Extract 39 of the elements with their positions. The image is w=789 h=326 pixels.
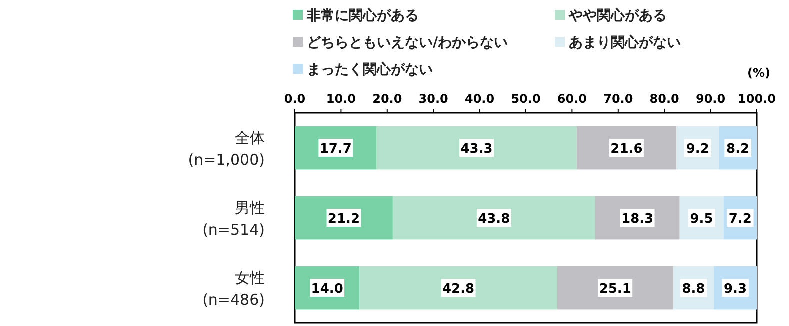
legend-label: まったく関心がない [307, 61, 433, 78]
x-tick-label: 70.0 [604, 92, 634, 106]
data-label: 9.2 [686, 142, 710, 157]
data-label: 7.2 [728, 212, 752, 227]
x-tick-label: 100.0 [738, 92, 776, 106]
data-label: 43.3 [460, 142, 493, 157]
legend-label: 非常に関心がある [306, 7, 419, 24]
legend-label: どちらともいえない/わからない [307, 35, 508, 51]
data-label: 17.7 [320, 142, 352, 157]
data-label: 14.0 [311, 282, 344, 297]
x-tick-label: 60.0 [557, 92, 588, 106]
bar [392, 196, 596, 240]
x-tick-label: 80.0 [650, 92, 680, 106]
legend-label: やや関心がある [568, 7, 667, 24]
x-tick-label: 20.0 [372, 92, 402, 106]
x-tick-label: 10.0 [326, 92, 356, 106]
bar [360, 266, 558, 310]
data-label: 18.3 [622, 212, 654, 227]
data-label: 21.2 [328, 212, 360, 227]
data-label: 8.2 [726, 142, 750, 157]
data-label: 21.6 [610, 142, 643, 157]
data-label: 9.5 [690, 212, 714, 227]
x-tick-label: 30.0 [418, 92, 448, 106]
data-label: 8.8 [682, 282, 706, 297]
x-axis-title: (%) [748, 66, 770, 80]
data-label: 9.3 [724, 282, 748, 297]
x-tick-label: 90.0 [696, 92, 726, 106]
x-tick-label: 50.0 [511, 92, 541, 106]
data-label: 43.8 [478, 212, 510, 227]
x-tick-label: 0.0 [284, 92, 306, 106]
data-label: 42.8 [442, 282, 475, 297]
y-tick-label: 全体 (n=1,000) [188, 129, 265, 169]
bar [557, 266, 674, 310]
x-tick-label: 40.0 [464, 92, 495, 106]
legend-label: あまり関心がない [569, 34, 681, 51]
bar [376, 126, 577, 170]
data-label: 25.1 [599, 282, 632, 297]
y-tick-label: 男性 (n=514) [202, 199, 265, 239]
y-tick-label: 女性 (n=486) [202, 269, 265, 309]
